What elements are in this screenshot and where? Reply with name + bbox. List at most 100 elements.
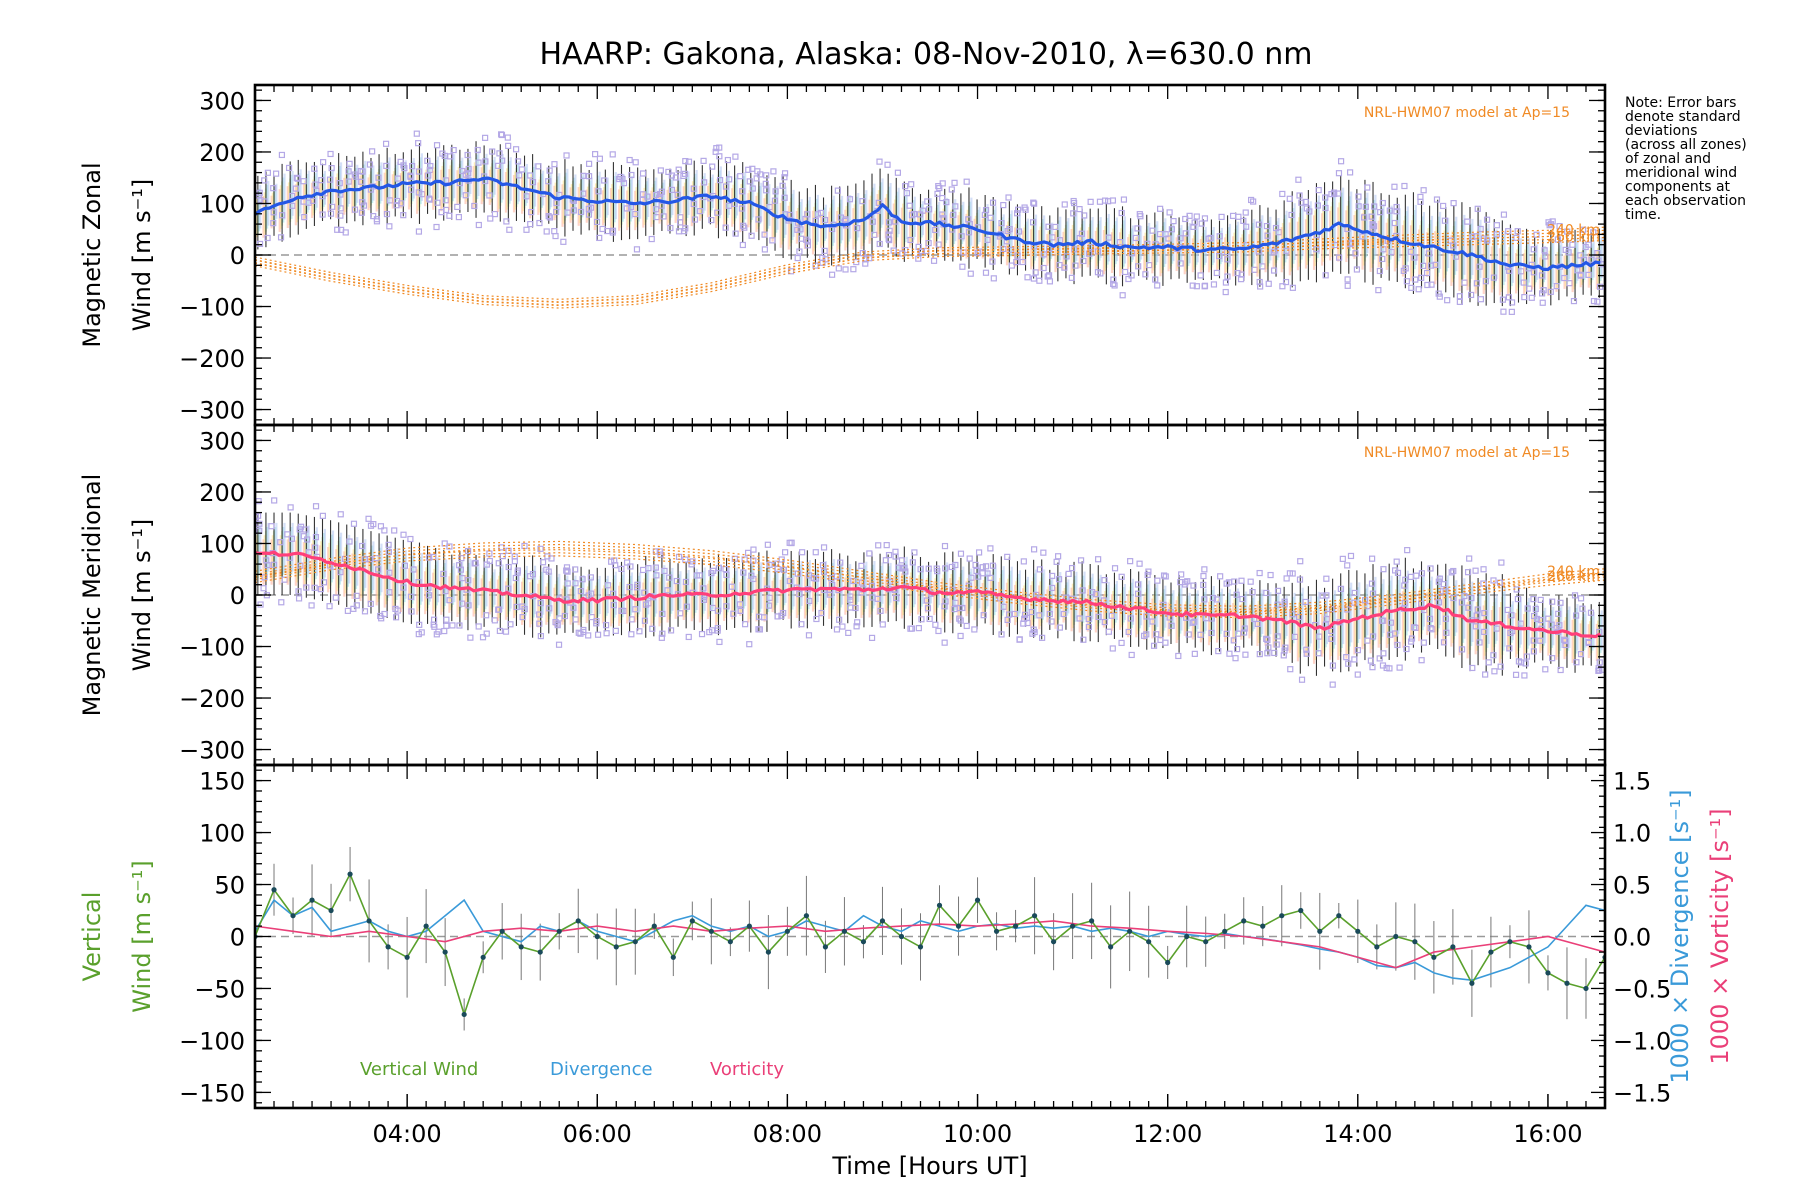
vertical-wind-point [746,923,752,929]
zone-point [691,216,699,223]
zone-point [972,561,979,569]
zone-point [1247,578,1254,585]
y-axis-label-line2: Wind [m s⁻¹] [128,860,156,1012]
zone-point [449,622,456,629]
zone-point [415,228,423,235]
zone-point [842,266,849,273]
zone-point [1273,641,1280,648]
zone-point [1477,296,1485,303]
zone-point [359,542,366,550]
zone-point [327,210,335,217]
zone-point [1238,577,1245,584]
zone-point [749,185,756,192]
vertical-wind-point [670,954,676,960]
zone-point [781,170,789,177]
zone-point [1157,205,1164,212]
vertical-wind-point [461,1011,467,1018]
y-tick-label: −100 [179,1027,245,1055]
zone-point [632,606,639,613]
zone-point [883,542,890,549]
zone-point [1456,298,1463,305]
vertical-wind-point [1317,928,1323,934]
zone-point [1436,293,1443,300]
zone-point [1456,293,1463,300]
zone-point [1403,278,1410,285]
zone-point [817,209,825,216]
zone-point [320,159,327,166]
zone-point [1539,290,1546,297]
vertical-wind-point [1012,923,1019,929]
vertical-wind-point [727,939,733,945]
zone-point [943,199,950,206]
zone-point [956,615,963,622]
zone-point [400,212,407,219]
zone-point [1577,252,1584,259]
y-tick-label: −100 [179,634,245,662]
zone-point [300,178,307,185]
zone-point [1473,280,1480,287]
zone-point [1182,215,1189,223]
zone-point [722,224,729,231]
zone-point [1530,596,1537,603]
zone-point [935,241,942,248]
zone-point [748,232,755,239]
zone-point [1056,624,1064,631]
zone-point [781,174,788,181]
plot-area [255,846,1605,1031]
zone-point [1016,636,1023,643]
zone-point [957,617,964,624]
zone-point [709,163,716,170]
zone-point [1108,612,1115,619]
zone-point [739,241,746,249]
zone-point [886,227,893,234]
zone-point [1157,636,1164,644]
zone-point [819,259,826,266]
zone-point [1380,650,1387,657]
vertical-wind-point [1583,985,1589,992]
zone-point [536,620,543,627]
vertical-wind-point [366,918,372,924]
zone-point [401,164,408,172]
zone-point [1464,218,1471,225]
zone-point [731,555,738,562]
zone-point [353,592,360,599]
zone-point [1500,211,1508,218]
vertical-wind-point [936,902,943,908]
zone-point [839,623,846,630]
zone-point [1540,287,1547,294]
zone-point [675,166,682,173]
zone-point [1055,553,1062,560]
zone-point [1579,226,1587,233]
zone-point [1243,223,1250,230]
zone-point [1177,235,1184,242]
zone-point [603,630,610,637]
zone-point [1134,590,1142,597]
zone-point [336,180,343,187]
zone-point [592,151,599,158]
zone-point [1590,297,1598,305]
x-tick-label: 14:00 [1323,1120,1392,1148]
zone-point [1401,582,1408,589]
zone-point [941,603,948,610]
zone-point [1476,263,1483,270]
vertical-wind-point [1146,939,1152,945]
zone-point [979,564,986,571]
zone-point [1553,624,1560,632]
zone-point [1191,650,1198,657]
zone-point [724,156,731,164]
zone-point [292,185,300,192]
zone-point [746,641,753,648]
zone-point [1548,621,1555,628]
zone-point [653,572,660,579]
zone-point [521,605,528,613]
zone-point [293,174,300,181]
zone-point [1152,276,1159,283]
zone-point [337,569,344,576]
zone-point [317,586,324,593]
y-tick-label: 300 [199,427,245,455]
zone-point [741,224,748,231]
zone-point [1263,222,1271,230]
zone-point [1160,572,1168,579]
zone-point [1255,248,1262,255]
vertical-wind-point [442,949,448,955]
